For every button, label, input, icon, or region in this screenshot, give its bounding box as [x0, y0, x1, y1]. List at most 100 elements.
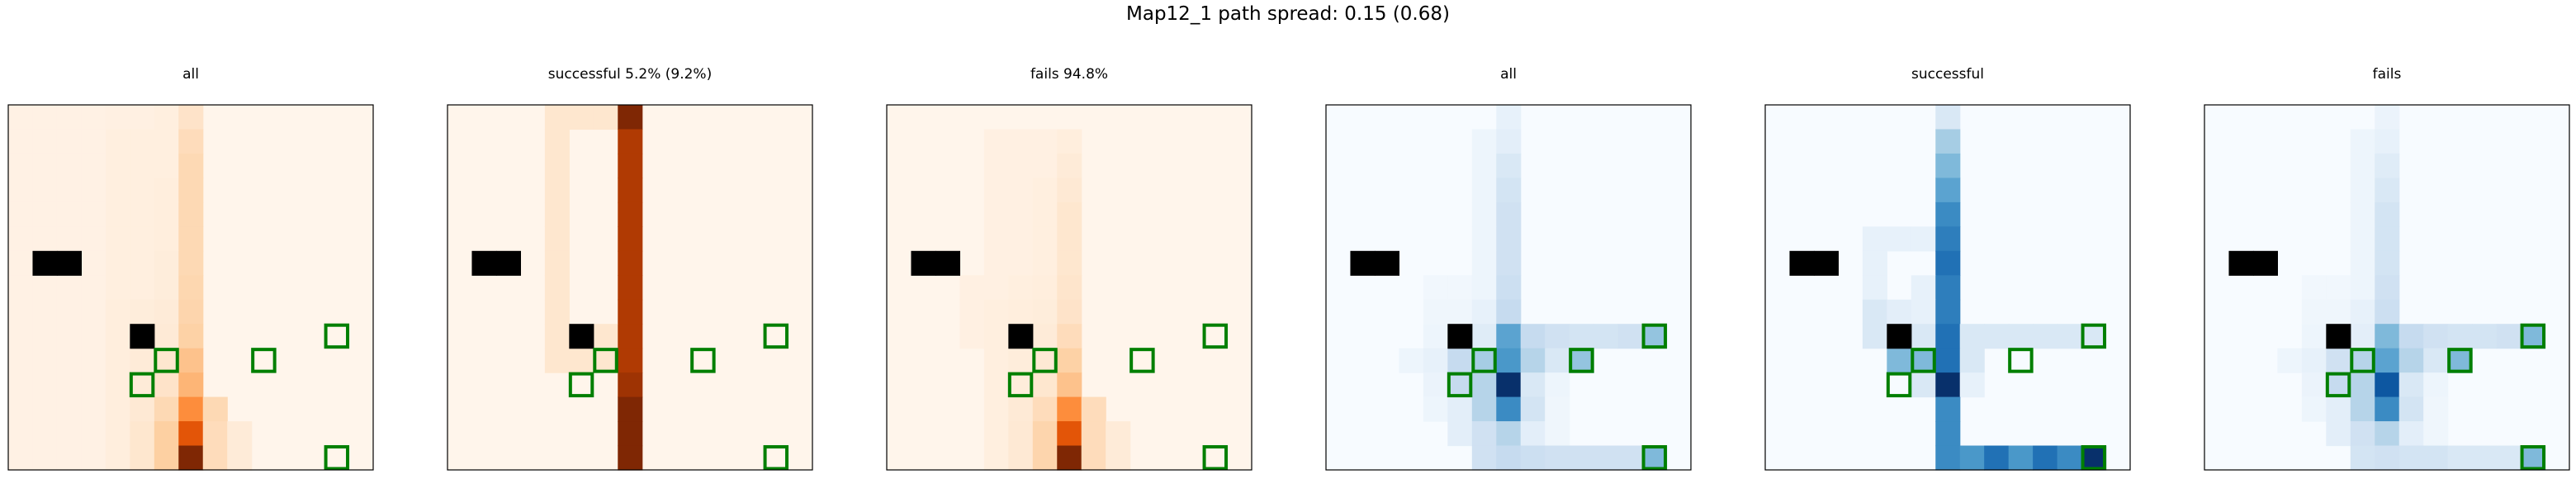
heatmap-cell — [2398, 372, 2424, 398]
heatmap-cell — [1032, 299, 1058, 325]
heatmap-cell — [1496, 202, 1522, 227]
heatmap-cell — [202, 445, 228, 471]
heatmap-cell — [130, 275, 155, 301]
heatmap-cell — [544, 324, 570, 349]
heatmap-cell — [1887, 348, 1912, 373]
target-marker — [1202, 445, 1229, 471]
heatmap-cell — [154, 299, 179, 325]
heatmap-panel — [886, 104, 1252, 471]
heatmap-cell — [1471, 226, 1497, 252]
heatmap-cell — [1911, 324, 1936, 349]
heatmap-cell — [2301, 396, 2327, 422]
heatmap-cell — [81, 445, 107, 471]
heatmap-cell — [32, 324, 58, 349]
heatmap-cell — [544, 250, 570, 276]
heatmap-cell — [2375, 324, 2400, 349]
heatmap-cell — [105, 250, 130, 276]
heatmap-cell — [593, 324, 618, 349]
target-marker — [1641, 323, 1668, 349]
heatmap-cell — [56, 372, 82, 398]
heatmap-cell — [154, 445, 179, 471]
heatmap-cell — [32, 396, 58, 422]
heatmap-cell — [1545, 348, 1570, 373]
heatmap-cell — [1008, 445, 1034, 471]
heatmap-cell — [56, 275, 82, 301]
heatmap-cell — [130, 129, 155, 154]
heatmap-cell — [1057, 299, 1082, 325]
heatmap-cell — [1399, 348, 1424, 373]
heatmap-cell — [8, 348, 34, 373]
obstacle-cell — [1008, 324, 1034, 349]
heatmap-cell — [8, 275, 34, 301]
heatmap-cell — [178, 324, 204, 349]
heatmap-cell — [959, 275, 985, 301]
target-marker — [2520, 323, 2546, 349]
heatmap-cell — [2301, 324, 2327, 349]
obstacle-cell — [32, 250, 58, 276]
heatmap-cell — [81, 275, 107, 301]
heatmap-cell — [1032, 250, 1058, 276]
heatmap-cell — [56, 348, 82, 373]
heatmap-cell — [130, 348, 155, 373]
heatmap-cell — [1887, 226, 1912, 252]
heatmap-cell — [2350, 153, 2375, 178]
heatmap-cell — [1496, 396, 1522, 422]
heatmap-cell — [2326, 348, 2351, 373]
heatmap-cell — [32, 445, 58, 471]
heatmap-cell — [105, 348, 130, 373]
heatmap-cell — [569, 105, 594, 130]
heatmap-cell — [1471, 324, 1497, 349]
heatmap-cell — [618, 421, 643, 447]
heatmap-cell — [1032, 324, 1058, 349]
heatmap-cell — [2521, 445, 2546, 471]
heatmap-cell — [618, 202, 643, 227]
heatmap-cell — [2350, 250, 2375, 276]
heatmap-cell — [56, 299, 82, 325]
target-marker — [568, 372, 594, 398]
heatmap-cell — [2375, 178, 2400, 203]
heatmap-cell — [227, 445, 253, 471]
heatmap-cell — [56, 153, 82, 178]
heatmap-cell — [2496, 324, 2522, 349]
heatmap-cell — [1471, 299, 1497, 325]
heatmap-cell — [2350, 372, 2375, 398]
heatmap-cell — [1593, 445, 1619, 471]
heatmap-cell — [178, 421, 204, 447]
heatmap-cell — [2301, 348, 2327, 373]
heatmap-cell — [56, 226, 82, 252]
heatmap-cell — [2375, 396, 2400, 422]
obstacle-cell — [56, 250, 82, 276]
heatmap-cell — [8, 250, 34, 276]
heatmap-cell — [1471, 275, 1497, 301]
heatmap-cell — [2423, 421, 2449, 447]
heatmap-cell — [178, 250, 204, 276]
heatmap-cell — [178, 348, 204, 373]
heatmap-cell — [1008, 226, 1034, 252]
heatmap-cell — [2350, 445, 2375, 471]
heatmap-cell — [1471, 129, 1497, 154]
heatmap-cell — [2472, 324, 2498, 349]
heatmap-cell — [618, 178, 643, 203]
obstacle-cell — [2228, 250, 2254, 276]
heatmap-cell — [1496, 153, 1522, 178]
heatmap-cell — [1471, 421, 1497, 447]
axes-frame — [1764, 104, 2131, 471]
heatmap-cell — [618, 396, 643, 422]
heatmap-cell — [81, 348, 107, 373]
heatmap-cell — [2398, 348, 2424, 373]
heatmap-cell — [2375, 275, 2400, 301]
heatmap-cell — [2375, 299, 2400, 325]
heatmap-cell — [8, 396, 34, 422]
heatmap-cell — [1057, 202, 1082, 227]
heatmap-cell — [1959, 445, 1985, 471]
heatmap-cell — [618, 226, 643, 252]
panel-title-all-oranges: all — [182, 66, 199, 83]
heatmap-cell — [1423, 396, 1448, 422]
heatmap-cell — [1935, 421, 1961, 447]
heatmap-cell — [32, 348, 58, 373]
heatmap-cell — [1057, 445, 1082, 471]
heatmap-cell — [1911, 348, 1936, 373]
heatmap-cell — [105, 299, 130, 325]
heatmap-cell — [56, 129, 82, 154]
heatmap-cell — [130, 153, 155, 178]
